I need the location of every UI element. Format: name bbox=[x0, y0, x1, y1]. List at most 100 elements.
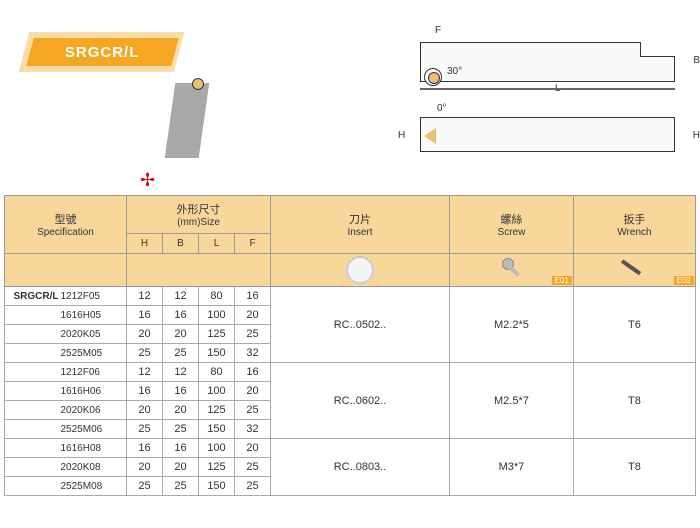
cell-H: 25 bbox=[127, 344, 163, 363]
cell-B: 16 bbox=[163, 439, 199, 458]
dim-B: B bbox=[693, 55, 700, 66]
cell-L: 125 bbox=[199, 325, 235, 344]
cell-B: 25 bbox=[163, 344, 199, 363]
cell-H: 16 bbox=[127, 382, 163, 401]
cell-F: 32 bbox=[235, 344, 271, 363]
th-H: H bbox=[127, 234, 163, 254]
cell-B: 12 bbox=[163, 287, 199, 306]
cell-B: 25 bbox=[163, 420, 199, 439]
th-insert-icon bbox=[271, 254, 450, 287]
direction-arrows-icon: ✢ bbox=[140, 170, 155, 191]
cell-F: 25 bbox=[235, 458, 271, 477]
cell-wrench: T8 bbox=[573, 363, 695, 439]
header-area: SRGCR/L ✢ F 30° B L H H 0° bbox=[30, 20, 670, 180]
spec-code-cell: 1616H05 bbox=[59, 306, 127, 325]
spec-code-cell: 1212F05 bbox=[59, 287, 127, 306]
cell-screw: M3*7 bbox=[450, 439, 574, 496]
cell-F: 25 bbox=[235, 325, 271, 344]
spec-prefix-cell: SRGCR/L bbox=[5, 287, 59, 306]
cell-L: 100 bbox=[199, 382, 235, 401]
spec-code-cell: 2020K06 bbox=[59, 401, 127, 420]
spec-table: 型號 Specification 外形尺寸 (mm)Size 刀片 Insert… bbox=[4, 195, 696, 496]
table-row: 1616H08161610020RC..0803..M3*7T8 bbox=[5, 439, 696, 458]
product-badge: SRGCR/L bbox=[30, 38, 175, 68]
cell-F: 16 bbox=[235, 287, 271, 306]
th-wrench-icon: E02 bbox=[573, 254, 695, 287]
dim-H-left: H bbox=[398, 130, 405, 141]
spec-code-cell: 1616H08 bbox=[59, 439, 127, 458]
th-screw: 螺絲 Screw bbox=[450, 196, 574, 254]
cell-B: 20 bbox=[163, 325, 199, 344]
spec-code-cell: 2525M08 bbox=[59, 477, 127, 496]
spec-prefix-cell bbox=[5, 344, 59, 363]
cell-L: 80 bbox=[199, 287, 235, 306]
spec-prefix-cell bbox=[5, 458, 59, 477]
spec-code-cell: 2020K08 bbox=[59, 458, 127, 477]
cell-wrench: T6 bbox=[573, 287, 695, 363]
wrench-icon bbox=[619, 256, 649, 284]
cell-B: 25 bbox=[163, 477, 199, 496]
th-size: 外形尺寸 (mm)Size bbox=[127, 196, 271, 234]
cell-F: 16 bbox=[235, 363, 271, 382]
cell-L: 80 bbox=[199, 363, 235, 382]
cell-insert: RC..0502.. bbox=[271, 287, 450, 363]
th-insert: 刀片 Insert bbox=[271, 196, 450, 254]
cell-H: 16 bbox=[127, 439, 163, 458]
table-row: SRGCR/L1212F0512128016RC..0502..M2.2*5T6 bbox=[5, 287, 696, 306]
cell-H: 16 bbox=[127, 306, 163, 325]
th-spec: 型號 Specification bbox=[5, 196, 127, 254]
cell-H: 20 bbox=[127, 401, 163, 420]
cell-F: 20 bbox=[235, 306, 271, 325]
cell-L: 100 bbox=[199, 439, 235, 458]
spec-code-cell: 2020K05 bbox=[59, 325, 127, 344]
spec-code-cell: 1212F06 bbox=[59, 363, 127, 382]
diagram-side-view: F 30° B L bbox=[395, 20, 700, 95]
badge-label: SRGCR/L bbox=[65, 44, 140, 61]
cell-B: 16 bbox=[163, 306, 199, 325]
cell-F: 20 bbox=[235, 439, 271, 458]
th-screw-icon: E01 bbox=[450, 254, 574, 287]
spec-prefix-cell bbox=[5, 363, 59, 382]
table-head: 型號 Specification 外形尺寸 (mm)Size 刀片 Insert… bbox=[5, 196, 696, 287]
cell-B: 12 bbox=[163, 363, 199, 382]
insert-icon bbox=[346, 256, 374, 284]
cell-L: 150 bbox=[199, 477, 235, 496]
cell-L: 150 bbox=[199, 344, 235, 363]
cell-H: 12 bbox=[127, 287, 163, 306]
cell-insert: RC..0602.. bbox=[271, 363, 450, 439]
th-B: B bbox=[163, 234, 199, 254]
cell-L: 150 bbox=[199, 420, 235, 439]
cell-screw: M2.5*7 bbox=[450, 363, 574, 439]
cell-H: 25 bbox=[127, 420, 163, 439]
dim-H-right: H bbox=[693, 130, 700, 141]
spec-code-cell: 2525M06 bbox=[59, 420, 127, 439]
cell-F: 25 bbox=[235, 477, 271, 496]
diagram-top-view: H H 0° bbox=[395, 105, 700, 175]
dim-angle1: 30° bbox=[447, 66, 462, 77]
spec-prefix-cell bbox=[5, 401, 59, 420]
th-F: F bbox=[235, 234, 271, 254]
table-body: SRGCR/L1212F0512128016RC..0502..M2.2*5T6… bbox=[5, 287, 696, 496]
cell-H: 12 bbox=[127, 363, 163, 382]
th-spec-blank bbox=[5, 254, 127, 287]
spec-prefix-cell bbox=[5, 477, 59, 496]
spec-code-cell: 2525M05 bbox=[59, 344, 127, 363]
cell-B: 20 bbox=[163, 458, 199, 477]
technical-diagram: F 30° B L H H 0° bbox=[395, 20, 700, 180]
cell-F: 25 bbox=[235, 401, 271, 420]
spec-table-wrap: 型號 Specification 外形尺寸 (mm)Size 刀片 Insert… bbox=[0, 195, 700, 496]
cell-B: 16 bbox=[163, 382, 199, 401]
screw-icon bbox=[496, 256, 526, 284]
cell-H: 25 bbox=[127, 477, 163, 496]
cell-L: 100 bbox=[199, 306, 235, 325]
cell-wrench: T8 bbox=[573, 439, 695, 496]
dim-angle2: 0° bbox=[437, 103, 447, 114]
spec-code-cell: 1616H06 bbox=[59, 382, 127, 401]
cell-F: 20 bbox=[235, 382, 271, 401]
spec-prefix-cell bbox=[5, 439, 59, 458]
cell-L: 125 bbox=[199, 458, 235, 477]
cell-screw: M2.2*5 bbox=[450, 287, 574, 363]
spec-prefix-cell bbox=[5, 325, 59, 344]
table-row: 1212F0612128016RC..0602..M2.5*7T8 bbox=[5, 363, 696, 382]
cell-F: 32 bbox=[235, 420, 271, 439]
